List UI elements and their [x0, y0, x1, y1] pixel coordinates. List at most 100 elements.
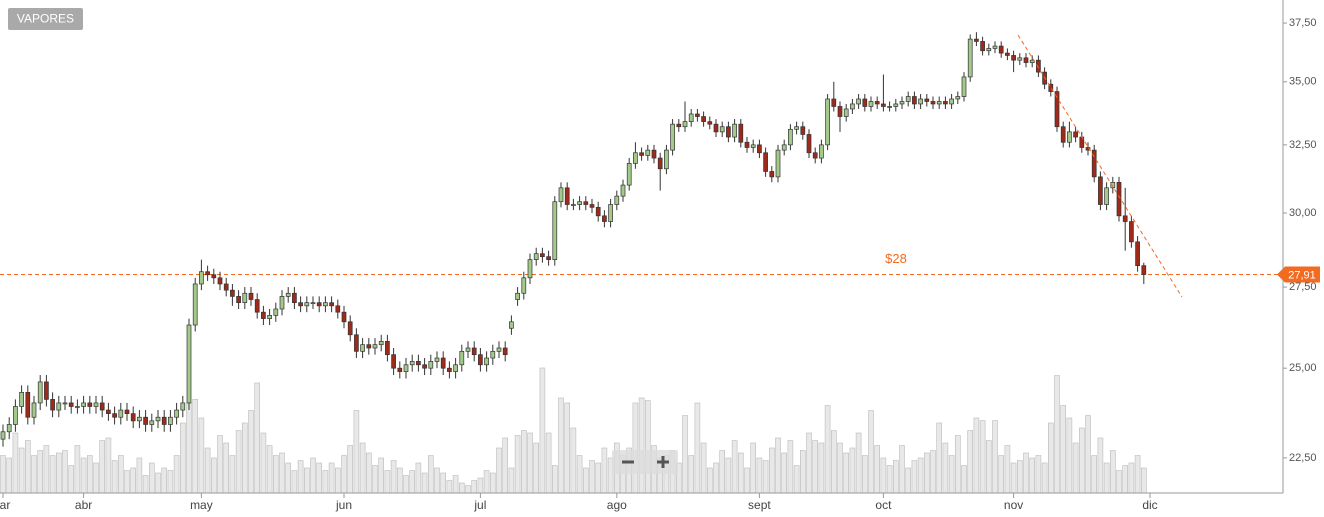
volume-bar: [291, 470, 298, 494]
candle-body: [502, 347, 508, 356]
candle-body: [800, 126, 806, 135]
volume-bar: [359, 442, 366, 494]
candle-body: [620, 184, 626, 197]
volume-bar: [787, 440, 794, 494]
candle-body: [496, 347, 502, 352]
candle-body: [254, 299, 260, 313]
candle-body: [992, 45, 998, 49]
candle-body: [664, 149, 669, 170]
volume-bar: [564, 402, 571, 494]
volume-bar: [905, 467, 912, 494]
candle-body: [918, 98, 923, 105]
candle-body: [812, 152, 818, 159]
axes-layer: 22,50 25,00 27,50 30,00 32,50 35,00 37,50 ar abr…: [0, 17, 1320, 512]
volume-bar: [378, 457, 385, 494]
candle-body: [788, 128, 793, 146]
candle-body: [149, 420, 155, 425]
candle-body: [1060, 126, 1066, 143]
volume-bar: [942, 442, 949, 494]
volume-bar: [285, 462, 292, 494]
candle-body: [298, 302, 303, 307]
volume-bar: [806, 432, 812, 494]
candle-body: [862, 98, 868, 107]
volume-bar: [880, 457, 887, 494]
volume-bar: [725, 457, 732, 494]
volume-bar: [744, 467, 750, 494]
volume-bar: [242, 422, 248, 494]
candle-body: [639, 152, 644, 156]
candle-body: [211, 274, 217, 279]
volume-bar: [1134, 455, 1141, 494]
candle-body: [819, 144, 824, 159]
candle-body: [806, 134, 812, 154]
volume-bar: [87, 455, 93, 494]
symbol-button[interactable]: VAPORES: [8, 8, 83, 30]
volume-bar: [328, 462, 335, 494]
candle-body: [378, 341, 384, 346]
candle-body: [87, 402, 93, 407]
volume-bar: [930, 450, 936, 494]
volume-bar: [886, 465, 893, 494]
candle-body: [688, 113, 694, 122]
volume-bar: [316, 462, 323, 494]
volume-bar: [545, 432, 552, 494]
volume-bar: [576, 455, 583, 494]
candle-body: [515, 292, 520, 300]
x-tick-label: sept: [748, 498, 771, 512]
volume-bar: [948, 455, 955, 494]
volume-bar: [384, 470, 391, 494]
candle-body: [881, 103, 886, 107]
candle-body: [713, 123, 719, 133]
candle-body: [657, 157, 663, 170]
volume-bar: [855, 432, 862, 494]
volume-bar: [37, 450, 44, 494]
candle-body: [930, 101, 936, 105]
volume-bar: [936, 422, 943, 494]
volume-bar: [849, 447, 856, 494]
symbol-button-bg[interactable]: [8, 8, 83, 30]
volume-bar: [173, 455, 180, 494]
volume-bar: [18, 447, 25, 494]
volume-bar: [446, 480, 453, 494]
volume-bar: [688, 455, 695, 494]
candle-body: [905, 96, 911, 102]
volume-bar: [409, 470, 416, 494]
volume-bar: [489, 472, 496, 494]
volume-bar: [1079, 427, 1085, 494]
volume-bar: [105, 437, 112, 494]
candle-body: [682, 121, 688, 128]
volume-bar: [917, 457, 924, 494]
candle-body: [267, 315, 272, 319]
candle-body: [143, 416, 148, 425]
volume-bar: [155, 472, 161, 494]
candle-body: [602, 215, 607, 222]
candle-body: [645, 149, 651, 156]
last-price-label: 27,91: [1288, 269, 1316, 281]
candle-body: [912, 96, 917, 105]
candle-body: [403, 364, 409, 372]
volume-bar: [396, 467, 403, 494]
candle-body: [763, 152, 768, 172]
candle-body: [1036, 59, 1041, 73]
candle-body: [329, 302, 334, 307]
candle-body: [205, 271, 210, 276]
candle-body: [564, 187, 570, 205]
volume-bar: [1016, 460, 1023, 494]
candle-body: [583, 201, 589, 205]
volume-bar: [211, 457, 217, 494]
volume-bar: [1066, 417, 1073, 494]
volume-bar: [440, 472, 447, 494]
candle-body: [589, 204, 595, 208]
volume-bar: [365, 452, 372, 494]
candle-body: [440, 357, 446, 369]
candle-body: [217, 277, 223, 285]
volume-bar: [217, 435, 223, 494]
volume-bar: [961, 465, 967, 494]
volume-bar: [372, 465, 378, 494]
candle-body: [118, 409, 124, 418]
volume-bar: [1072, 442, 1079, 494]
symbol-label[interactable]: VAPORES: [17, 12, 74, 26]
candle-body: [416, 361, 421, 366]
volume-bar: [322, 470, 329, 494]
